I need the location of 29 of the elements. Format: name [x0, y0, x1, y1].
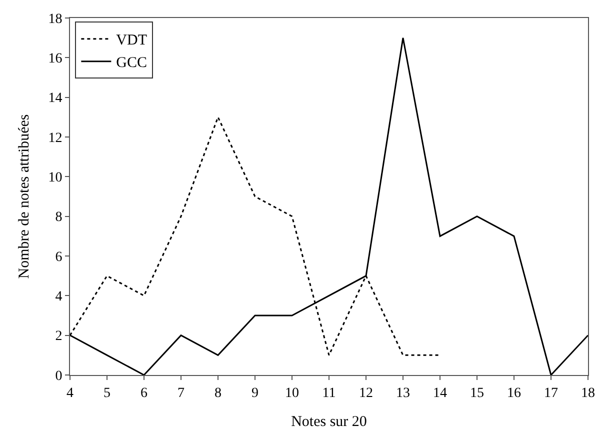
- y-tick-label: 8: [55, 210, 62, 226]
- y-axis-title: Nombre de notes attribuées: [16, 114, 32, 279]
- x-tick-label: 12: [359, 386, 373, 401]
- x-tick-label: 4: [66, 386, 74, 401]
- x-tick-label: 17: [544, 386, 558, 401]
- y-tick-label: 16: [48, 52, 62, 67]
- x-tick-label: 15: [470, 386, 484, 401]
- legend-label: GCC: [116, 55, 148, 72]
- x-tick-label: 18: [581, 386, 595, 401]
- x-tick-label: 13: [396, 386, 410, 401]
- x-tick-label: 7: [178, 386, 184, 401]
- x-tick-label: 5: [104, 386, 110, 401]
- y-tick-label: 10: [48, 170, 62, 186]
- y-tick-label: 2: [55, 329, 62, 344]
- y-tick-label: 4: [55, 290, 62, 305]
- x-tick-label: 16: [507, 386, 521, 401]
- y-tick-label: 0: [55, 368, 62, 384]
- legend-label: VDT: [116, 32, 148, 49]
- x-tick-label: 14: [433, 386, 447, 401]
- x-tick-label: 9: [252, 386, 258, 401]
- x-tick-label: 10: [285, 386, 299, 401]
- x-tick-label: 11: [322, 386, 336, 401]
- y-tick-label: 12: [48, 130, 62, 146]
- x-tick-label: 6: [140, 386, 148, 401]
- y-tick-label: 6: [55, 250, 62, 265]
- y-tick-label: 14: [48, 91, 62, 106]
- x-axis-title: Notes sur 20: [291, 414, 367, 430]
- y-tick-label: 18: [48, 12, 62, 27]
- x-tick-label: 8: [214, 386, 222, 401]
